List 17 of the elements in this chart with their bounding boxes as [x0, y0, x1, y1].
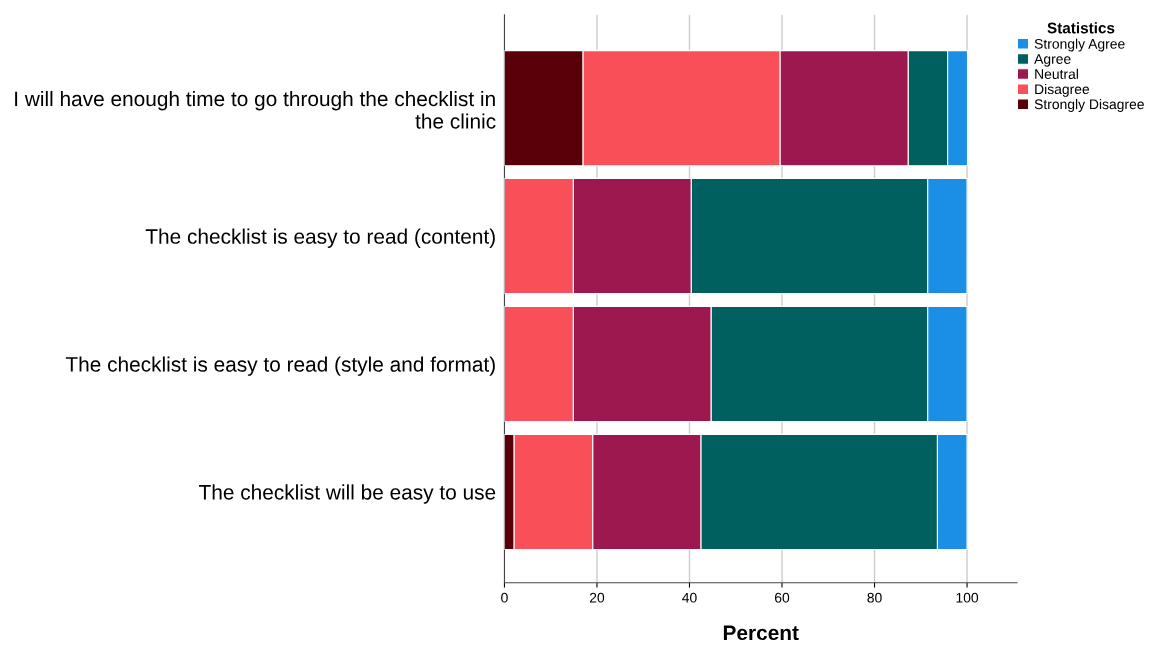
y-tick-label: The checklist is easy to read (content)	[145, 228, 495, 248]
legend-label: Neutral	[1035, 68, 1078, 79]
x-axis-title: Percent	[723, 625, 799, 641]
legend-label: Strongly Agree	[1034, 38, 1125, 52]
x-tick-label: 0	[501, 592, 508, 603]
legend-title: Statistics	[1047, 22, 1115, 34]
x-tick-label: 80	[867, 592, 882, 603]
y-tick-label: I will have enough time to go through the checklist in the clinic	[15, 90, 496, 129]
y-tick-label: The checklist is easy to read (style and format)	[65, 356, 495, 376]
legend-label: Strongly Disagree	[1034, 99, 1144, 112]
x-tick-label: 60	[774, 592, 790, 603]
x-tick-label: 20	[589, 592, 605, 603]
y-tick-label: The checklist will be easy to use	[199, 484, 496, 504]
legend-label: Disagree	[1035, 83, 1090, 97]
x-tick-label: 40	[682, 592, 697, 603]
legend-label: Agree	[1034, 54, 1071, 67]
x-tick-label: 100	[956, 592, 979, 603]
